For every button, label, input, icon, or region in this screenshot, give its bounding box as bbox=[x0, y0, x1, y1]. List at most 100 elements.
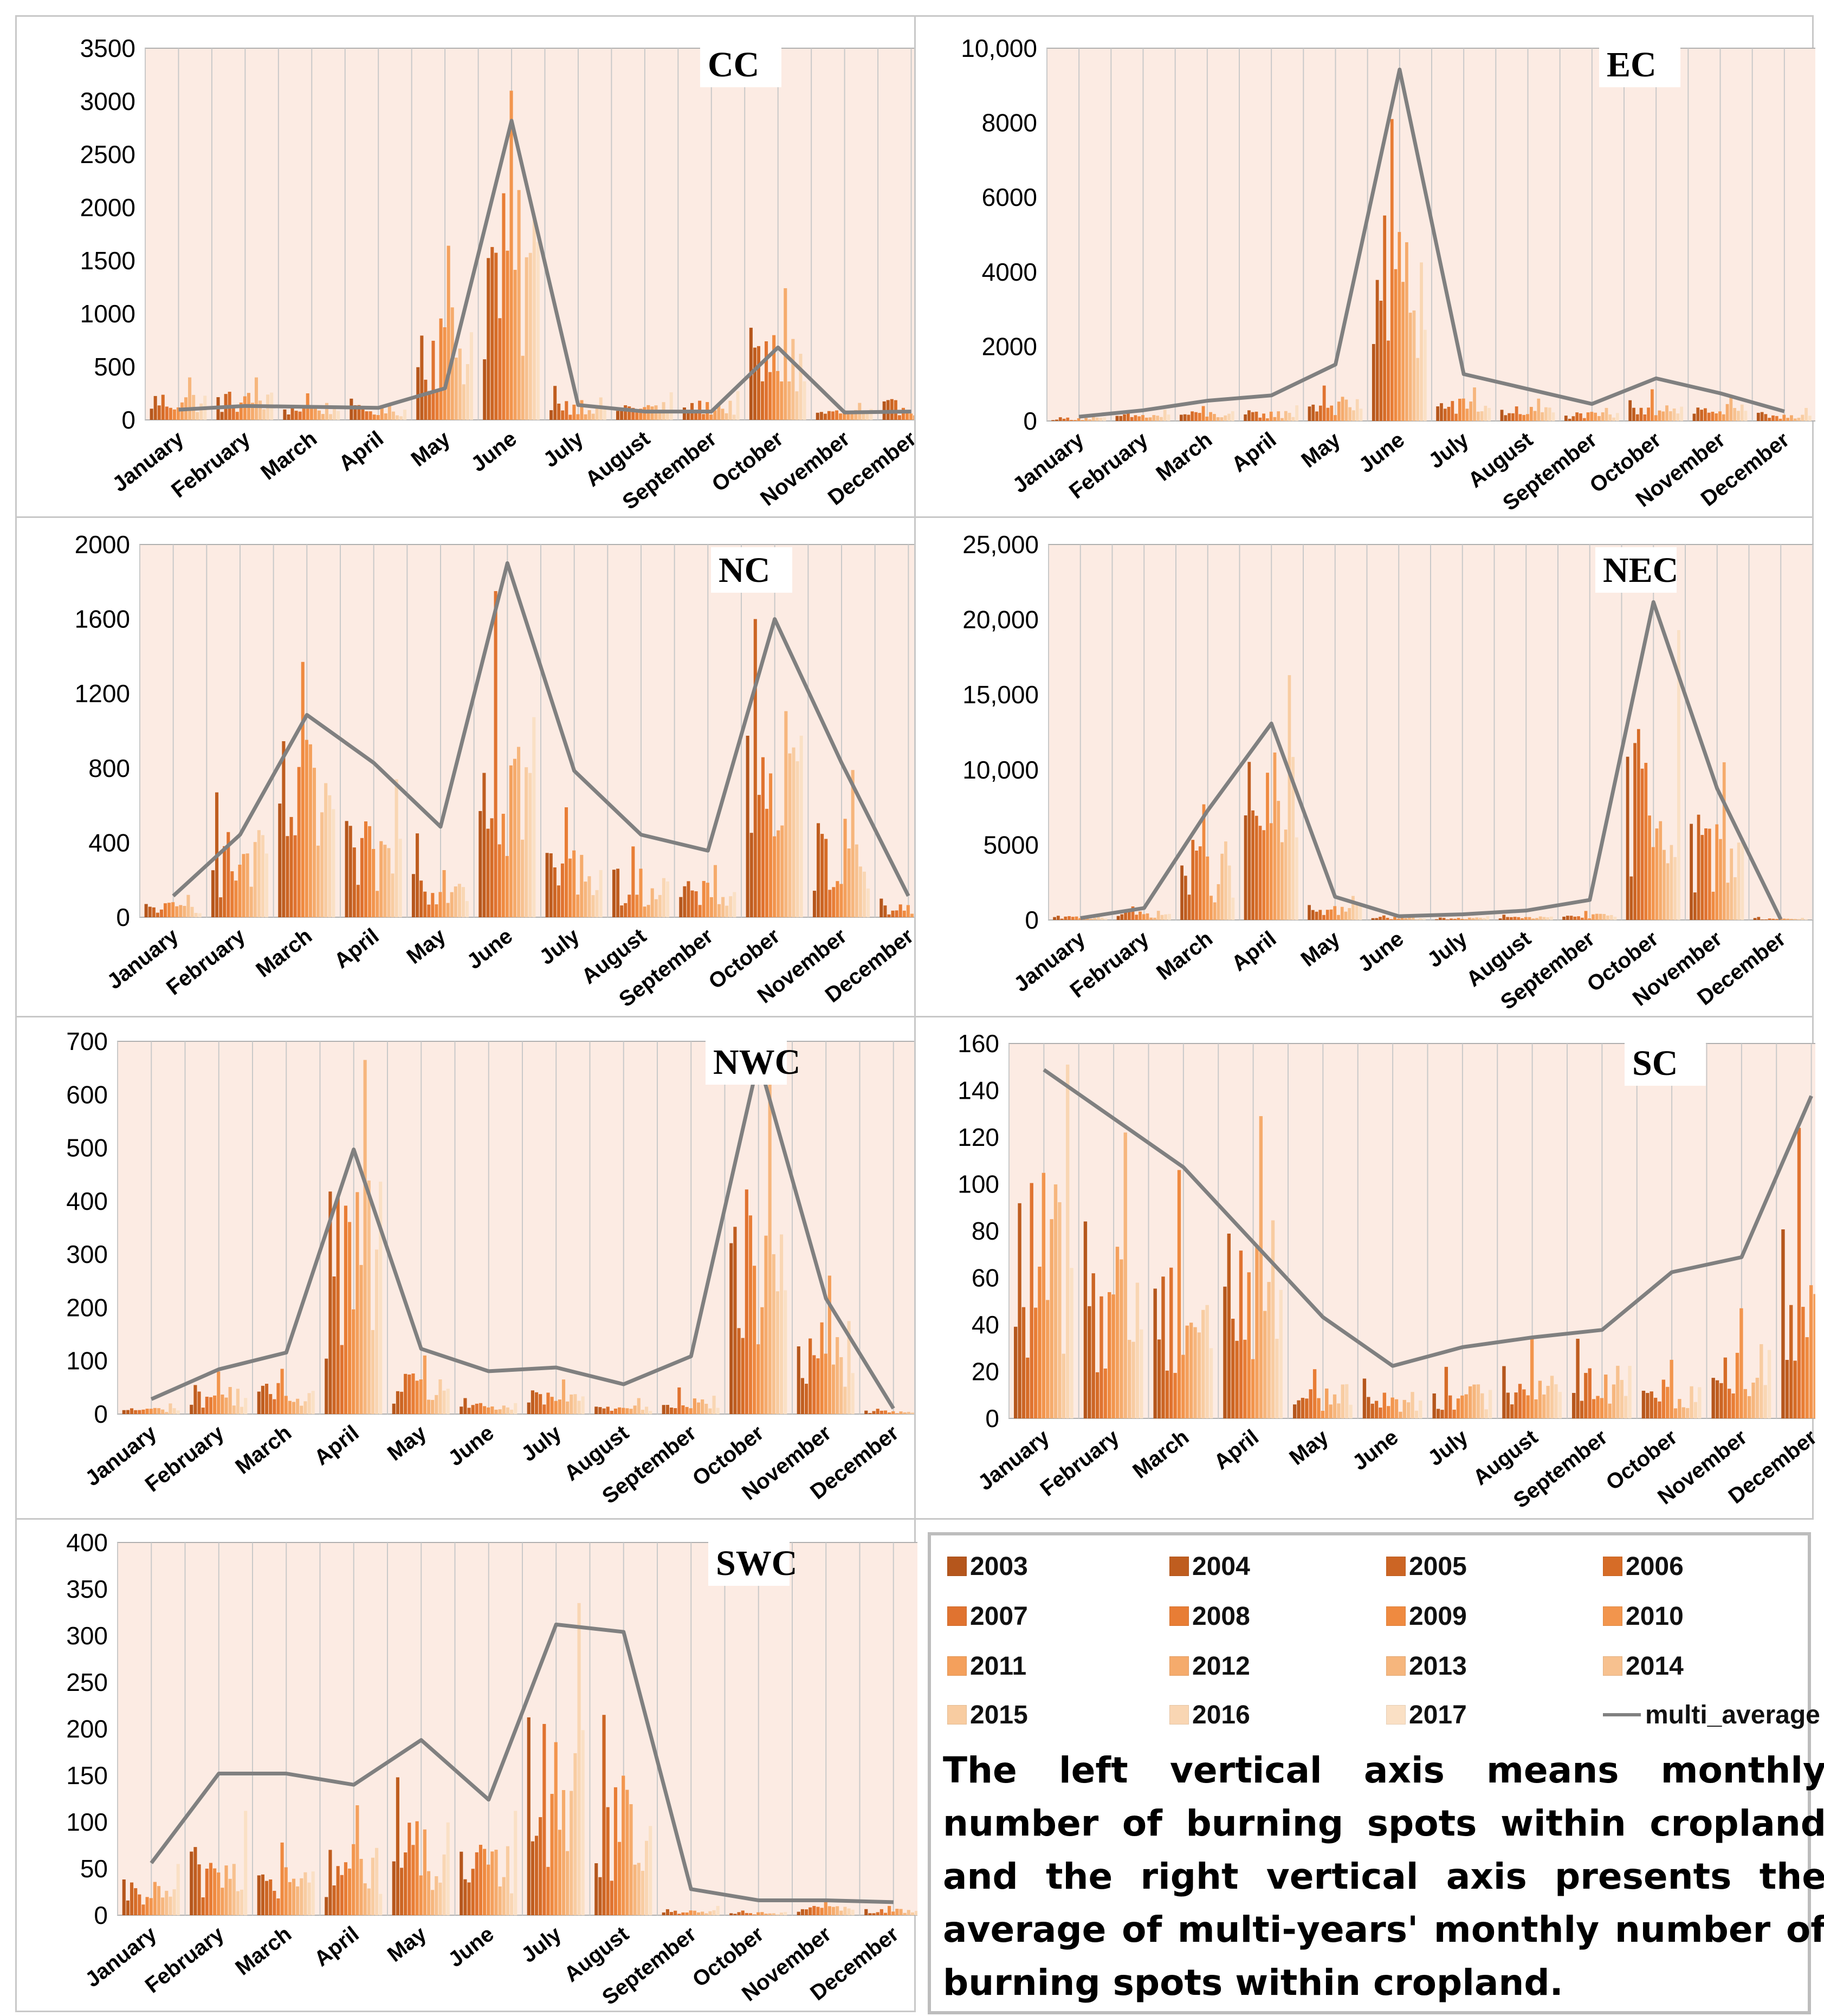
bar-2014-may bbox=[458, 348, 462, 420]
bar-2012-february bbox=[1149, 917, 1153, 920]
legend-label: 2012 bbox=[1192, 1651, 1250, 1681]
bar-2016-september bbox=[732, 414, 736, 420]
bar-2011-december bbox=[895, 1413, 899, 1414]
bar-2004-june bbox=[487, 258, 490, 420]
bar-2011-april bbox=[376, 891, 379, 917]
bar-2014-april bbox=[1284, 411, 1288, 421]
bar-2011-april bbox=[355, 1805, 359, 1915]
bar-2014-march bbox=[1197, 1332, 1201, 1418]
bar-2010-september bbox=[709, 414, 713, 420]
bar-2004-november bbox=[1693, 892, 1697, 920]
legend-label: 2015 bbox=[970, 1700, 1028, 1729]
bar-2016-september bbox=[729, 896, 733, 917]
bar-2009-march bbox=[280, 1369, 284, 1414]
bar-2004-june bbox=[482, 773, 486, 917]
bar-2003-february bbox=[211, 870, 215, 917]
bar-2014-may bbox=[1348, 407, 1352, 421]
month-label: July bbox=[539, 426, 588, 472]
bar-2011-january bbox=[1046, 1300, 1050, 1418]
bar-2008-may bbox=[1312, 1369, 1317, 1418]
bar-2008-october bbox=[1644, 763, 1648, 920]
bar-2011-october bbox=[760, 1307, 764, 1414]
bar-2005-september bbox=[1569, 916, 1573, 920]
bar-2005-january bbox=[152, 907, 156, 917]
bar-2008-july bbox=[1453, 918, 1457, 920]
bar-2016-november bbox=[847, 1908, 851, 1915]
bar-2009-june bbox=[501, 814, 505, 917]
bar-2016-december bbox=[1804, 407, 1808, 421]
bar-2017-june bbox=[1423, 329, 1427, 421]
bar-2017-august bbox=[1550, 916, 1553, 920]
bar-2007-july bbox=[565, 401, 568, 420]
bar-2016-july bbox=[1484, 1409, 1488, 1418]
bar-2010-april bbox=[1269, 823, 1273, 920]
bar-2017-may bbox=[1359, 905, 1362, 920]
left-tick-label: 10,000 bbox=[961, 34, 1037, 62]
bar-2012-april bbox=[359, 1859, 363, 1915]
bar-2006-october bbox=[1653, 1397, 1658, 1418]
bar-2008-april bbox=[1243, 1339, 1247, 1418]
bar-2012-april bbox=[359, 1265, 363, 1414]
bar-2017-april bbox=[403, 410, 407, 420]
bar-2013-january bbox=[1089, 918, 1093, 920]
bar-2014-october bbox=[772, 1254, 775, 1414]
bar-2016-january bbox=[199, 403, 203, 420]
month-label: June bbox=[444, 1421, 499, 1470]
bar-2015-november bbox=[1734, 877, 1737, 920]
bar-2006-september bbox=[690, 890, 694, 917]
bar-2004-december bbox=[1760, 412, 1764, 421]
bar-2009-january bbox=[172, 409, 176, 420]
bar-2016-july bbox=[577, 1603, 581, 1915]
bar-2013-july bbox=[587, 410, 591, 420]
bar-2005-december bbox=[887, 914, 891, 917]
multi-average-line bbox=[1043, 1068, 1813, 1368]
bar-2011-august bbox=[1534, 1399, 1538, 1418]
bar-2007-june bbox=[475, 1852, 478, 1915]
chart-title: NWC bbox=[713, 1042, 800, 1082]
bar-2015-july bbox=[573, 1753, 577, 1915]
bar-2003-january bbox=[1051, 420, 1055, 421]
bar-2012-february bbox=[1148, 417, 1152, 421]
bar-2004-december bbox=[1785, 1360, 1789, 1418]
left-tick-label: 2000 bbox=[982, 332, 1037, 360]
bar-2017-november bbox=[1744, 411, 1748, 421]
bar-2017-october bbox=[784, 1912, 787, 1915]
bar-2008-february bbox=[1135, 915, 1139, 920]
bar-2011-may bbox=[1337, 915, 1340, 920]
bar-2015-may bbox=[1341, 1384, 1344, 1418]
bar-2007-november bbox=[1707, 412, 1711, 421]
bar-2009-january bbox=[1075, 916, 1078, 920]
bar-2013-november bbox=[1751, 1382, 1755, 1418]
bar-2013-may bbox=[1344, 399, 1348, 421]
bar-2011-august bbox=[625, 1790, 629, 1915]
bar-2010-february bbox=[238, 864, 242, 917]
bar-2012-november bbox=[831, 1364, 836, 1414]
bar-2006-july bbox=[557, 885, 560, 917]
bar-2007-october bbox=[1640, 768, 1644, 920]
bar-2010-may bbox=[438, 892, 442, 917]
chart-title: SWC bbox=[716, 1544, 797, 1583]
bar-2012-november bbox=[1747, 1396, 1751, 1418]
bar-2005-october bbox=[753, 619, 757, 917]
bar-2008-august bbox=[1522, 1389, 1526, 1418]
bar-2017-april bbox=[1295, 837, 1298, 920]
bar-2016-august bbox=[662, 878, 665, 917]
bar-2012-may bbox=[426, 1871, 431, 1915]
bar-2005-february bbox=[1091, 1273, 1095, 1418]
bar-2017-january bbox=[1103, 417, 1107, 421]
bar-2015-december bbox=[910, 1412, 915, 1414]
bar-2009-march bbox=[1177, 1170, 1181, 1418]
bar-2017-june bbox=[514, 1403, 518, 1414]
bar-2014-february bbox=[1156, 911, 1160, 920]
bar-2015-july bbox=[1480, 411, 1484, 421]
bar-2009-december bbox=[902, 910, 906, 917]
bar-2015-march bbox=[1201, 1310, 1205, 1418]
bar-2007-december bbox=[879, 1909, 883, 1915]
bar-2003-march bbox=[1180, 865, 1183, 920]
bar-2014-december bbox=[907, 1910, 910, 1915]
bar-2006-january bbox=[161, 394, 165, 420]
bar-2014-may bbox=[435, 1395, 438, 1414]
left-tick-label: 150 bbox=[66, 1761, 108, 1790]
bar-2003-may bbox=[1308, 905, 1311, 920]
bar-2004-february bbox=[193, 1847, 197, 1915]
